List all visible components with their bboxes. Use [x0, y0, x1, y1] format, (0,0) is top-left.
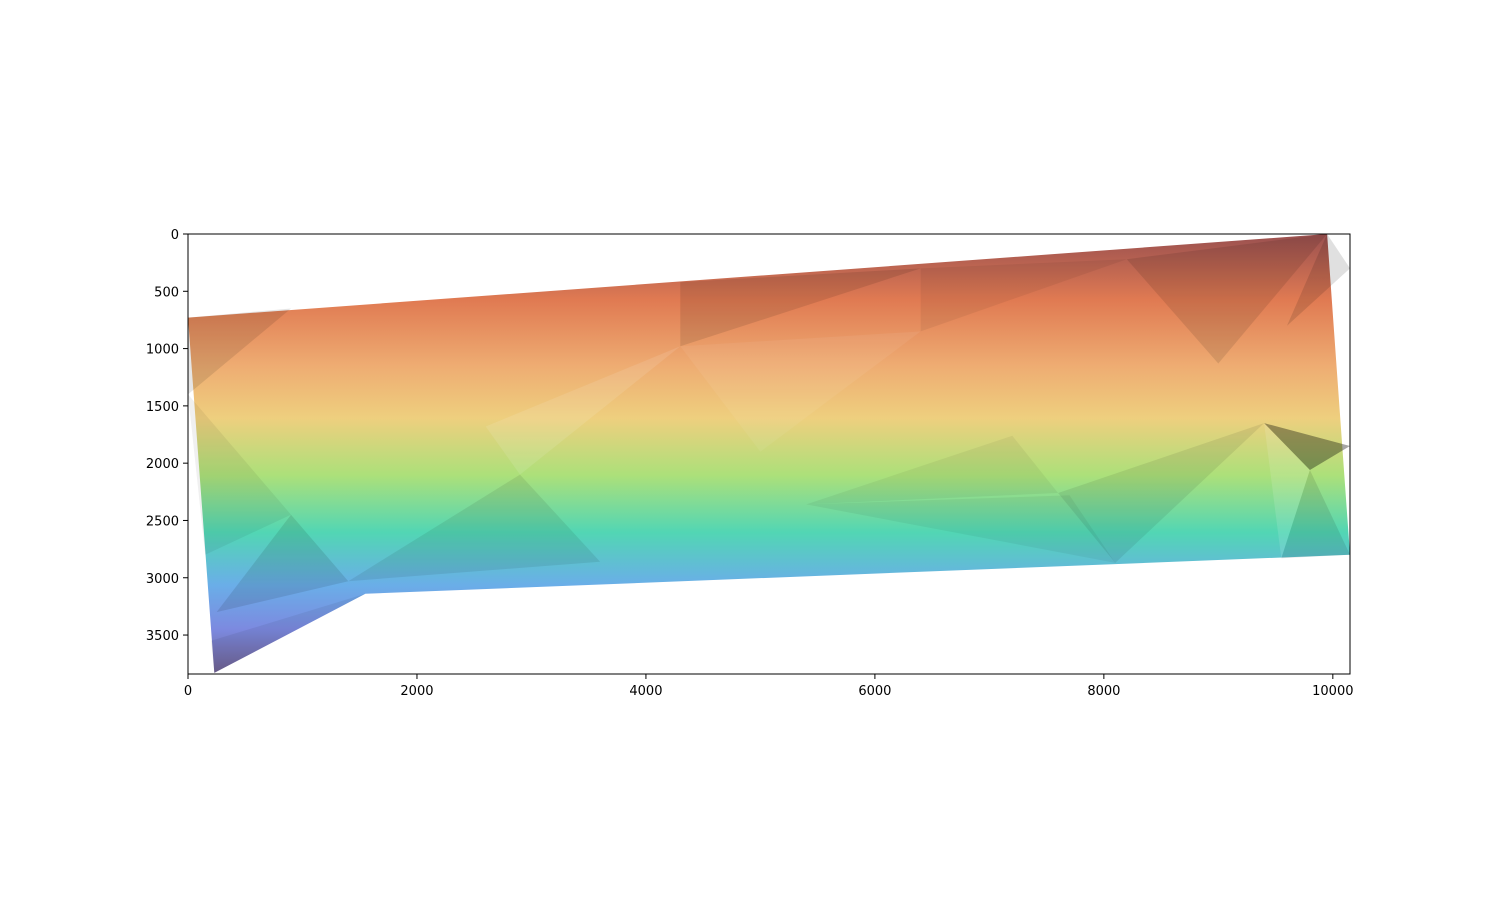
x-tick-label: 8000: [1087, 684, 1120, 699]
axes-frame: [187, 233, 1351, 675]
y-tick-label: 3500: [146, 629, 179, 644]
surface-facet: [188, 308, 291, 395]
surface-facet: [1281, 470, 1350, 559]
surface-facets: [188, 234, 1350, 673]
y-tick-label: 0: [171, 228, 179, 243]
y-tick-label: 500: [154, 285, 179, 300]
surface-facet: [806, 495, 1116, 563]
surface-facet: [1264, 423, 1350, 470]
surface-facet: [216, 514, 349, 613]
y-axis: 0 500 1000 1500 2000 2500 3000 3500: [146, 228, 188, 644]
surface-facet: [485, 346, 681, 475]
x-tick-label: 0: [184, 684, 192, 699]
surface-facet: [1264, 423, 1310, 559]
x-axis: 0 2000 4000 6000 8000 10000: [184, 674, 1354, 699]
surface-facet: [1058, 423, 1265, 563]
y-tick-label: 3000: [146, 572, 179, 587]
y-tick-label: 1000: [146, 343, 179, 358]
surface-facet: [1287, 234, 1350, 326]
x-tick-label: 4000: [629, 684, 662, 699]
surface-facet: [806, 435, 1059, 505]
x-tick-label: 10000: [1312, 684, 1353, 699]
x-tick-label: 6000: [858, 684, 891, 699]
x-tick-label: 2000: [400, 684, 433, 699]
surface-facet: [210, 593, 366, 673]
surface-facet: [188, 394, 291, 555]
surface-facet: [680, 331, 921, 452]
y-tick-label: 1500: [146, 400, 179, 415]
surface-image: [188, 234, 1350, 673]
plot-area: [188, 234, 1350, 673]
surface-facet: [348, 474, 601, 582]
y-tick-label: 2500: [146, 514, 179, 529]
surface-facet: [680, 268, 921, 347]
surface-facet: [920, 259, 1127, 332]
y-tick-label: 2000: [146, 457, 179, 472]
surface-facet: [1126, 234, 1328, 364]
